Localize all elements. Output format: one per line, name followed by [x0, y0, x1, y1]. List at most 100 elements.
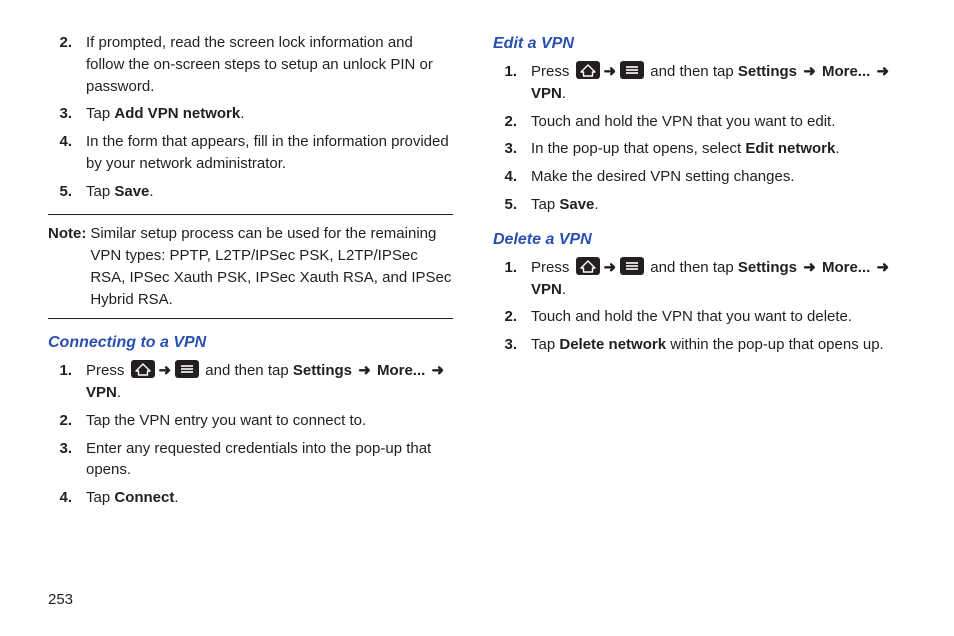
item-number: 4.: [48, 131, 86, 175]
path-more: More...: [822, 63, 870, 80]
arrow-icon: ➜: [803, 61, 816, 83]
item-number: 5.: [493, 194, 531, 216]
end-dot: .: [117, 384, 121, 401]
item-text: Press ➜ and then tap Settings ➜ More... …: [531, 257, 898, 301]
list-item: 1. Press ➜ and then tap Settings ➜ More.…: [493, 61, 898, 105]
end-dot: .: [562, 281, 566, 298]
list-item: 2. If prompted, read the screen lock inf…: [48, 32, 453, 97]
item-number: 2.: [48, 32, 86, 97]
two-column-layout: 2. If prompted, read the screen lock inf…: [48, 32, 906, 515]
item-text: In the form that appears, fill in the in…: [86, 131, 453, 175]
list-item: 4. In the form that appears, fill in the…: [48, 131, 453, 175]
menu-icon: [620, 61, 644, 79]
section-heading: Edit a VPN: [493, 32, 898, 55]
list-item: 3. Tap Delete network within the pop-up …: [493, 334, 898, 356]
list-delete: 1. Press ➜ and then tap Settings ➜ More.…: [493, 257, 898, 356]
page-number: 253: [48, 591, 73, 608]
list-item: 1. Press ➜ and then tap Settings ➜ More.…: [48, 360, 453, 404]
item-text: In the pop-up that opens, select Edit ne…: [531, 138, 898, 160]
mid-label: and then tap: [646, 63, 738, 80]
list-item: 4. Make the desired VPN setting changes.: [493, 166, 898, 188]
text-post: .: [174, 489, 178, 506]
text-bold: Connect: [114, 489, 174, 506]
home-icon: [576, 257, 600, 275]
text-pre: Tap: [86, 489, 114, 506]
right-column: Edit a VPN 1. Press ➜ and then tap Setti…: [493, 32, 898, 515]
list-item: 2. Tap the VPN entry you want to connect…: [48, 410, 453, 432]
list-item: 5. Tap Save.: [48, 181, 453, 203]
rule-top: [48, 214, 453, 215]
mid-label: and then tap: [201, 362, 293, 379]
item-text: Enter any requested credentials into the…: [86, 438, 453, 482]
text-bold: Edit network: [745, 140, 835, 157]
item-number: 1.: [493, 257, 531, 301]
path-vpn: VPN: [531, 85, 562, 102]
item-number: 5.: [48, 181, 86, 203]
item-number: 3.: [493, 334, 531, 356]
text-bold: Delete network: [559, 336, 666, 353]
list-item: 3. Enter any requested credentials into …: [48, 438, 453, 482]
rule-bottom: [48, 318, 453, 319]
item-text: Press ➜ and then tap Settings ➜ More... …: [531, 61, 898, 105]
item-number: 2.: [48, 410, 86, 432]
item-text: Tap Connect.: [86, 487, 453, 509]
path-more: More...: [822, 259, 870, 276]
list-edit: 1. Press ➜ and then tap Settings ➜ More.…: [493, 61, 898, 216]
press-label: Press: [531, 63, 574, 80]
list-connecting: 1. Press ➜ and then tap Settings ➜ More.…: [48, 360, 453, 509]
text-pre: Tap: [86, 183, 114, 200]
text-pre: In the pop-up that opens, select: [531, 140, 745, 157]
text-bold: Save: [559, 196, 594, 213]
item-text: Press ➜ and then tap Settings ➜ More... …: [86, 360, 453, 404]
list-continued: 2. If prompted, read the screen lock inf…: [48, 32, 453, 202]
section-heading: Delete a VPN: [493, 228, 898, 251]
list-item: 2. Touch and hold the VPN that you want …: [493, 111, 898, 133]
list-item: 3. Tap Add VPN network.: [48, 103, 453, 125]
section-heading: Connecting to a VPN: [48, 331, 453, 354]
item-number: 4.: [493, 166, 531, 188]
list-item: 1. Press ➜ and then tap Settings ➜ More.…: [493, 257, 898, 301]
arrow-icon: ➜: [358, 360, 371, 382]
menu-icon: [620, 257, 644, 275]
text-post: .: [594, 196, 598, 213]
item-number: 2.: [493, 306, 531, 328]
list-item: 4. Tap Connect.: [48, 487, 453, 509]
text-pre: Tap: [86, 105, 114, 122]
text-pre: Tap: [531, 336, 559, 353]
text-post: .: [835, 140, 839, 157]
list-item: 5. Tap Save.: [493, 194, 898, 216]
arrow-icon: ➜: [159, 360, 172, 382]
home-icon: [576, 61, 600, 79]
path-settings: Settings: [738, 259, 797, 276]
path-vpn: VPN: [86, 384, 117, 401]
item-number: 3.: [493, 138, 531, 160]
arrow-icon: ➜: [876, 257, 889, 279]
item-text: Tap Delete network within the pop-up tha…: [531, 334, 898, 356]
press-label: Press: [86, 362, 129, 379]
menu-icon: [175, 360, 199, 378]
manual-page: 2. If prompted, read the screen lock inf…: [0, 0, 954, 636]
item-number: 2.: [493, 111, 531, 133]
path-vpn: VPN: [531, 281, 562, 298]
item-text: Tap the VPN entry you want to connect to…: [86, 410, 453, 432]
item-number: 1.: [493, 61, 531, 105]
text-post: .: [149, 183, 153, 200]
arrow-icon: ➜: [876, 61, 889, 83]
text-bold: Save: [114, 183, 149, 200]
note-label: Note:: [48, 223, 90, 310]
item-number: 1.: [48, 360, 86, 404]
mid-label: and then tap: [646, 259, 738, 276]
press-label: Press: [531, 259, 574, 276]
text-bold: Add VPN network: [114, 105, 240, 122]
text-post: within the pop-up that opens up.: [666, 336, 884, 353]
left-column: 2. If prompted, read the screen lock inf…: [48, 32, 453, 515]
arrow-icon: ➜: [431, 360, 444, 382]
arrow-icon: ➜: [604, 257, 617, 279]
list-item: 3. In the pop-up that opens, select Edit…: [493, 138, 898, 160]
item-text: Tap Save.: [86, 181, 453, 203]
item-number: 4.: [48, 487, 86, 509]
path-settings: Settings: [293, 362, 352, 379]
note-block: Note: Similar setup process can be used …: [48, 214, 453, 319]
end-dot: .: [562, 85, 566, 102]
item-text: Touch and hold the VPN that you want to …: [531, 306, 898, 328]
